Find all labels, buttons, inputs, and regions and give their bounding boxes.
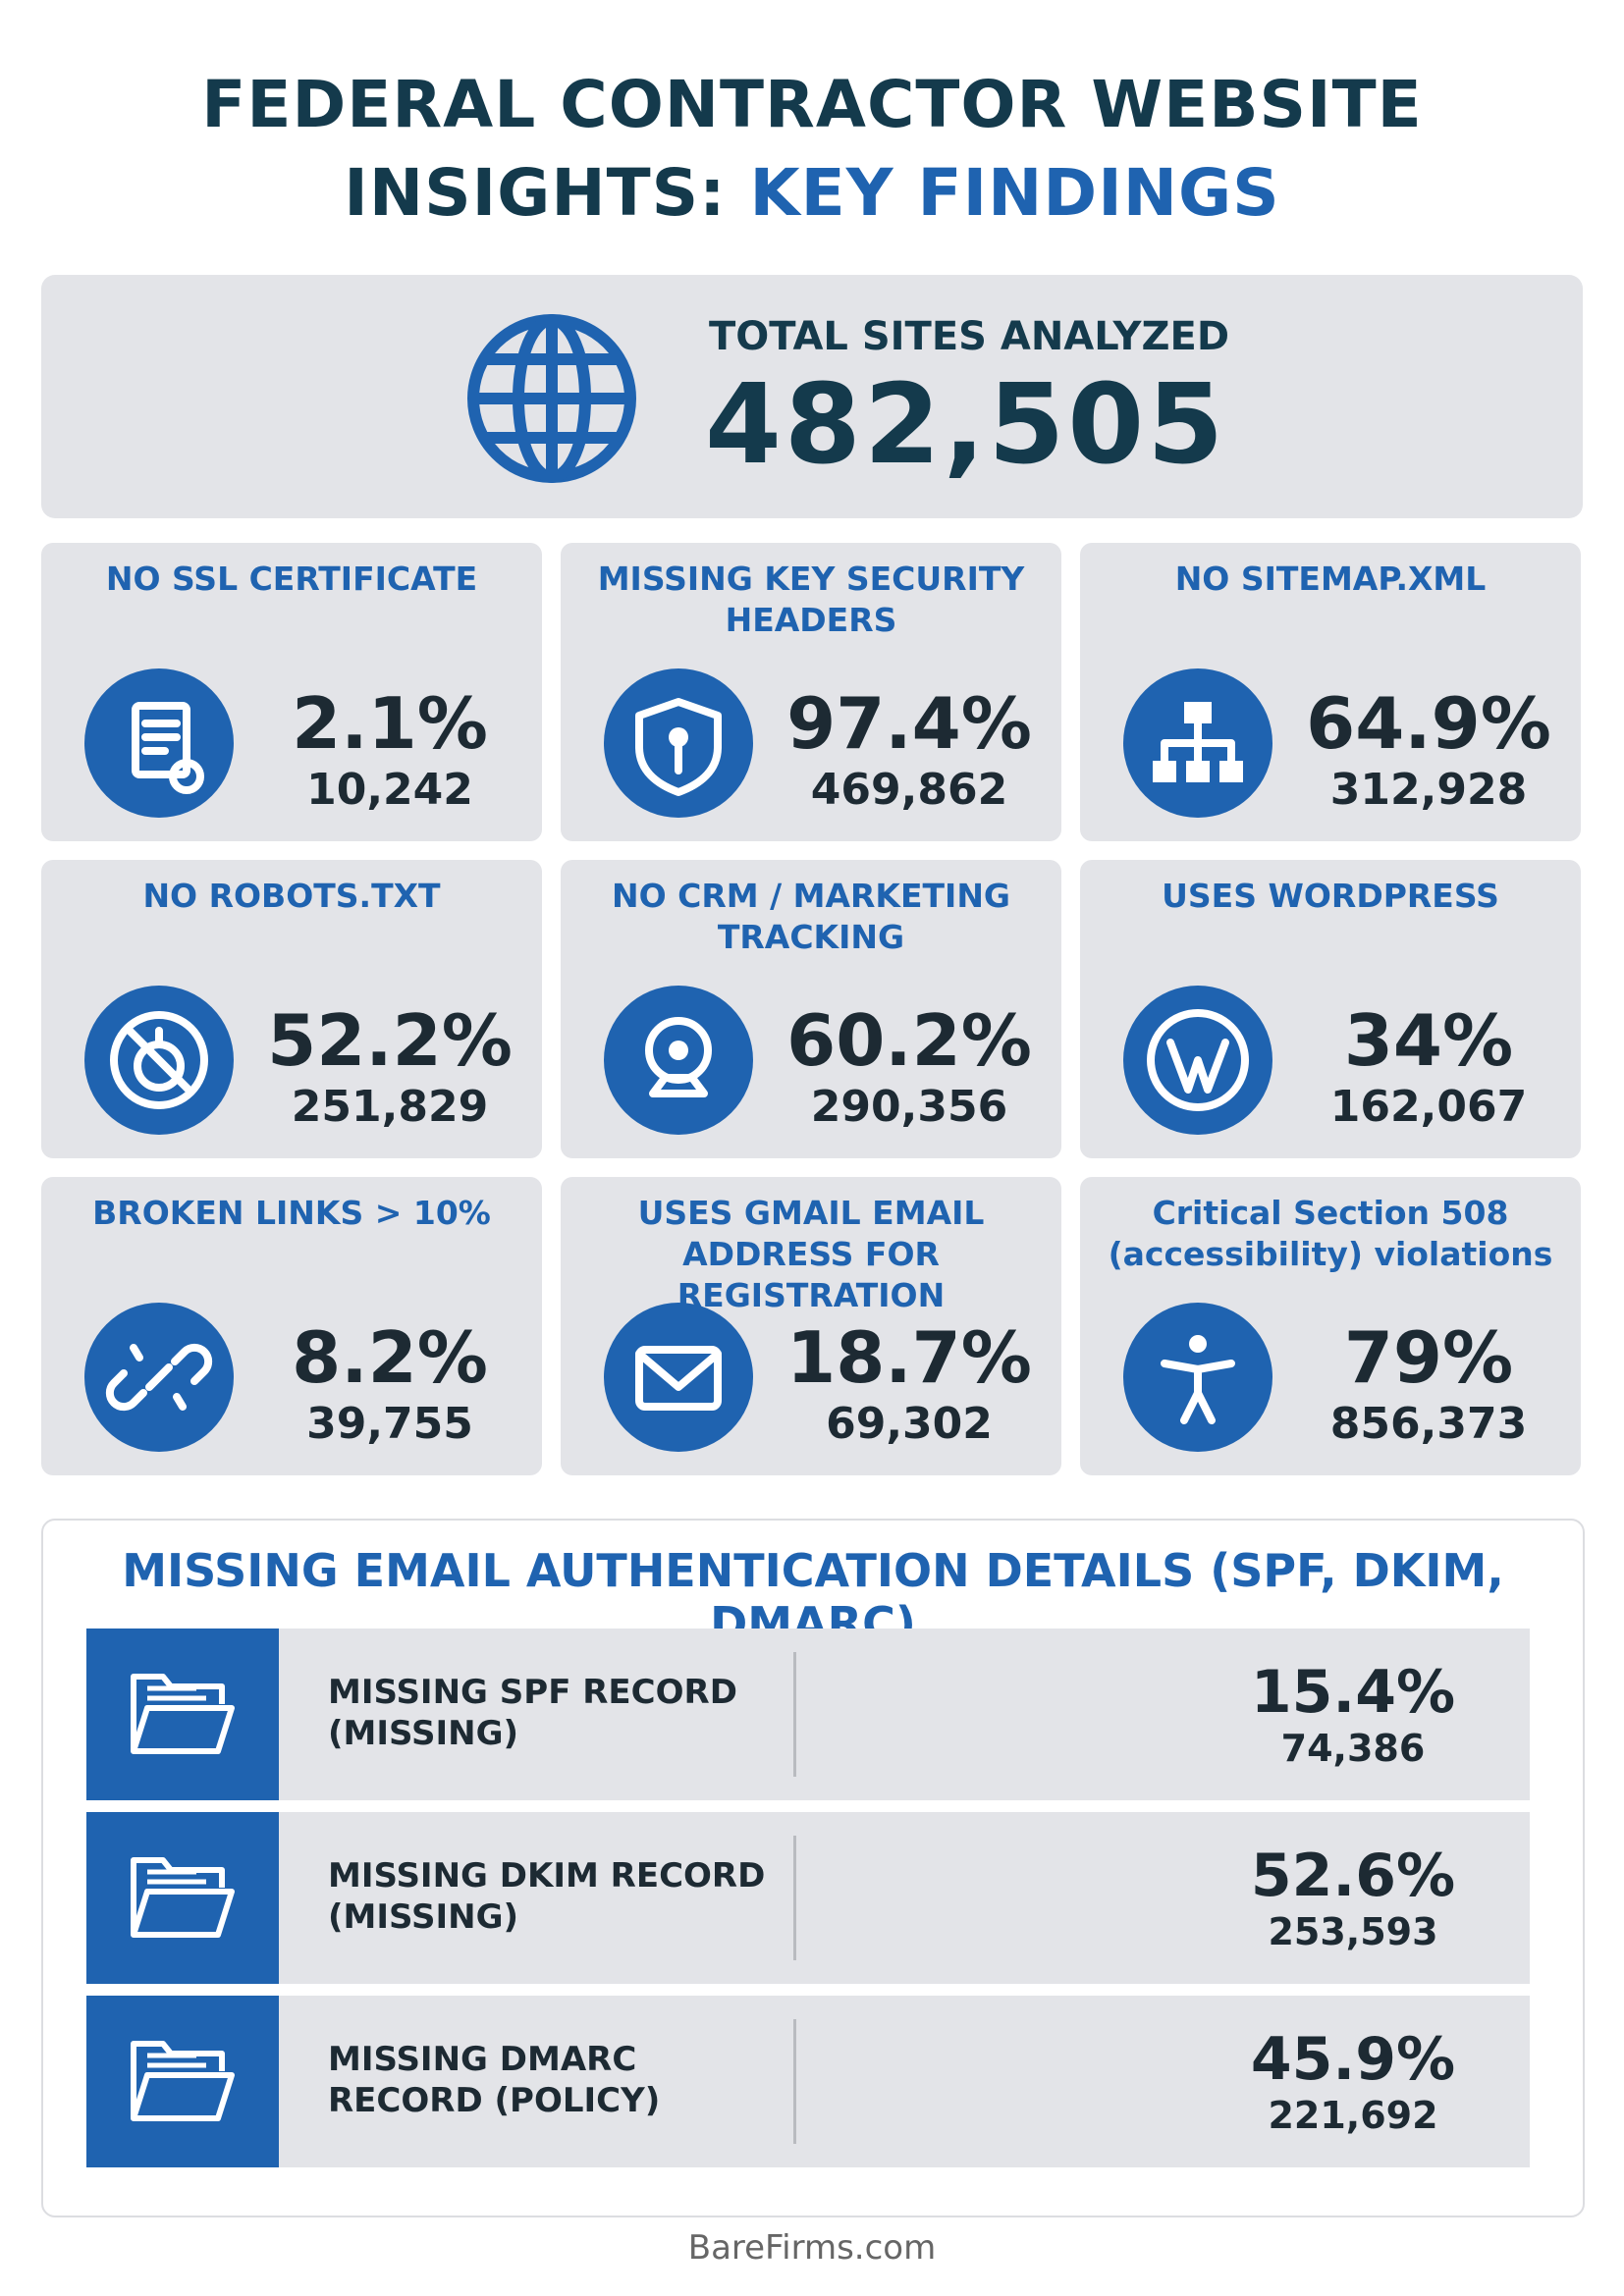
folder-icon bbox=[131, 1857, 235, 1938]
card-icon bbox=[1123, 668, 1272, 818]
total-label: TOTAL SITES ANALYZED bbox=[709, 314, 1230, 359]
card-percent: 8.2% bbox=[292, 1316, 488, 1399]
email-panel: MISSING EMAIL AUTHENTICATION DETAILS (SP… bbox=[41, 1519, 1585, 2217]
total-box: TOTAL SITES ANALYZED 482,505 bbox=[41, 275, 1583, 518]
row-percent: 15.4% bbox=[1250, 1658, 1456, 1727]
email-row: MISSING DKIM RECORD (MISSING) 52.6% 253,5… bbox=[86, 1812, 1530, 1984]
folder-icon bbox=[131, 1674, 235, 1754]
card-title: BROKEN LINKS > 10% bbox=[92, 1194, 491, 1232]
row-label: MISSING DKIM RECORD (MISSING) bbox=[328, 1855, 765, 1938]
title-line: INSIGHTS: bbox=[344, 155, 727, 231]
row-percent: 52.6% bbox=[1250, 1842, 1456, 1910]
card-icon bbox=[84, 668, 234, 818]
stat-card: Critical Section 508 (accessibility) vio… bbox=[1080, 1177, 1581, 1475]
card-icon bbox=[604, 1303, 753, 1452]
card-percent: 64.9% bbox=[1306, 682, 1551, 765]
card-percent: 18.7% bbox=[786, 1316, 1032, 1399]
card-icon bbox=[604, 986, 753, 1135]
card-title: NO CRM / MARKETING TRACKING bbox=[611, 877, 1011, 956]
card-percent: 52.2% bbox=[267, 999, 513, 1082]
card-count: 251,829 bbox=[291, 1082, 489, 1132]
email-row: MISSING DMARC RECORD (POLICY) 45.9% 221,6… bbox=[86, 1996, 1530, 2167]
card-percent: 2.1% bbox=[292, 682, 488, 765]
card-count: 312,928 bbox=[1329, 765, 1528, 815]
card-icon bbox=[1123, 1303, 1272, 1452]
card-title: NO SITEMAP.XML bbox=[1174, 560, 1487, 598]
row-percent: 45.9% bbox=[1250, 2025, 1456, 2094]
stat-card: MISSING KEY SECURITY HEADERS 97.4% 469,8… bbox=[561, 543, 1061, 841]
title-highlight: KEY FINDINGS bbox=[749, 155, 1280, 231]
card-title: USES GMAIL EMAIL ADDRESS FOR REGISTRATIO… bbox=[637, 1194, 985, 1314]
row-icon-box bbox=[86, 1996, 279, 2167]
row-label: MISSING DMARC RECORD (POLICY) bbox=[328, 2039, 660, 2121]
card-icon bbox=[604, 668, 753, 818]
card-count: 69,302 bbox=[826, 1399, 993, 1449]
email-row: MISSING SPF RECORD (MISSING) 15.4% 74,386 bbox=[86, 1629, 1530, 1800]
card-title: NO ROBOTS.TXT bbox=[142, 877, 441, 915]
row-label-line: RECORD (POLICY) bbox=[328, 2081, 661, 2120]
globe-icon bbox=[467, 314, 636, 483]
stat-card: BROKEN LINKS > 10% 8.2% 39,755 bbox=[41, 1177, 542, 1475]
row-icon-box bbox=[86, 1812, 279, 1984]
total-value: 482,505 bbox=[705, 361, 1227, 489]
divider bbox=[793, 1652, 796, 1777]
row-label-line: (MISSING) bbox=[328, 1714, 519, 1753]
card-count: 290,356 bbox=[810, 1082, 1008, 1132]
card-percent: 97.4% bbox=[786, 682, 1032, 765]
footer: BareFirms.com bbox=[687, 2228, 937, 2268]
row-count: 221,692 bbox=[1268, 2094, 1438, 2137]
row-count: 253,593 bbox=[1268, 1910, 1438, 1953]
row-count: 74,386 bbox=[1280, 1727, 1426, 1770]
card-count: 162,067 bbox=[1329, 1082, 1528, 1132]
card-icon bbox=[1123, 986, 1272, 1135]
card-percent: 60.2% bbox=[786, 999, 1032, 1082]
card-count: 39,755 bbox=[306, 1399, 473, 1449]
stat-card: USES GMAIL EMAIL ADDRESS FOR REGISTRATIO… bbox=[561, 1177, 1061, 1475]
row-label: MISSING SPF RECORD (MISSING) bbox=[328, 1672, 737, 1754]
card-count: 856,373 bbox=[1329, 1399, 1528, 1449]
folder-icon bbox=[131, 2041, 235, 2121]
row-icon-box bbox=[86, 1629, 279, 1800]
divider bbox=[793, 1836, 796, 1960]
card-icon bbox=[84, 986, 234, 1135]
stat-card: NO SITEMAP.XML 64.9% 312,928 bbox=[1080, 543, 1581, 841]
card-title: MISSING KEY SECURITY HEADERS bbox=[597, 560, 1025, 639]
row-label-line: MISSING SPF RECORD bbox=[328, 1673, 737, 1712]
row-label-line: (MISSING) bbox=[328, 1897, 519, 1937]
stat-card: NO SSL CERTIFICATE 2.1% 10,242 bbox=[41, 543, 542, 841]
card-count: 10,242 bbox=[306, 765, 473, 815]
card-title: NO SSL CERTIFICATE bbox=[105, 560, 478, 598]
card-percent: 79% bbox=[1343, 1316, 1514, 1399]
divider bbox=[793, 2019, 796, 2144]
card-icon bbox=[84, 1303, 234, 1452]
stat-card: USES WORDPRESS 34% 162,067 bbox=[1080, 860, 1581, 1158]
card-title: USES WORDPRESS bbox=[1162, 877, 1499, 915]
card-title: Critical Section 508 (accessibility) vio… bbox=[1108, 1194, 1553, 1273]
title-line: FEDERAL CONTRACTOR WEBSITE bbox=[201, 67, 1423, 142]
row-label-line: MISSING DKIM RECORD bbox=[328, 1856, 766, 1896]
title: FEDERAL CONTRACTOR WEBSITE INSIGHTS: KEY … bbox=[0, 61, 1624, 238]
card-percent: 34% bbox=[1343, 999, 1514, 1082]
stat-card: NO ROBOTS.TXT 52.2% 251,829 bbox=[41, 860, 542, 1158]
stat-card: NO CRM / MARKETING TRACKING 60.2% 290,35… bbox=[561, 860, 1061, 1158]
card-count: 469,862 bbox=[810, 765, 1008, 815]
row-label-line: MISSING DMARC bbox=[328, 2040, 637, 2079]
